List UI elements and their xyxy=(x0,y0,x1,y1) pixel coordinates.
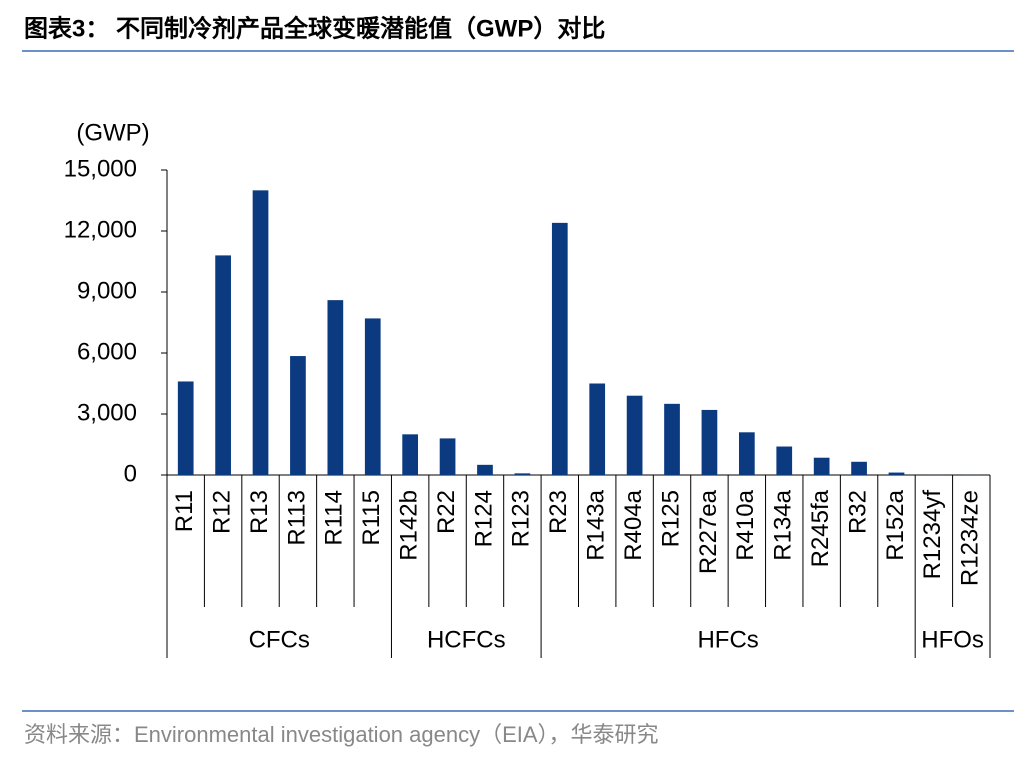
x-tick-label: R13 xyxy=(246,490,273,534)
x-tick-label: R23 xyxy=(545,490,572,534)
group-label: HCFCs xyxy=(427,626,506,653)
y-tick-label: 12,000 xyxy=(64,216,137,243)
x-tick-label: R245fa xyxy=(807,489,834,567)
x-tick-label: R125 xyxy=(657,490,684,547)
y-tick-label: 15,000 xyxy=(64,155,137,182)
x-tick-label: R114 xyxy=(321,490,348,546)
y-tick-label: 3,000 xyxy=(77,399,137,426)
group-label: HFCs xyxy=(697,626,758,653)
bar xyxy=(327,300,343,475)
bar xyxy=(215,255,231,475)
x-tick-label: R410a xyxy=(732,489,759,560)
x-tick-label: R113 xyxy=(283,490,310,546)
bar xyxy=(402,434,418,475)
bar xyxy=(365,318,381,475)
x-tick-label: R22 xyxy=(433,490,460,534)
bar xyxy=(440,438,456,475)
y-tick-label: 9,000 xyxy=(77,277,137,304)
group-label: HFOs xyxy=(921,626,984,653)
x-tick-label: R134a xyxy=(770,489,797,560)
bar xyxy=(589,384,605,476)
bar xyxy=(290,356,306,475)
bar xyxy=(477,465,493,475)
x-tick-label: R1234yf xyxy=(919,490,946,580)
x-tick-label: R143a xyxy=(583,489,610,560)
x-tick-label: R123 xyxy=(508,490,535,547)
y-tick-label: 6,000 xyxy=(77,338,137,365)
bar xyxy=(739,432,755,475)
source-note: 资料来源：Environmental investigation agency（… xyxy=(24,722,659,747)
bar xyxy=(627,396,643,475)
x-tick-label: R404a xyxy=(620,489,647,560)
bar xyxy=(552,223,568,475)
y-axis-label: (GWP) xyxy=(76,119,149,146)
bar xyxy=(178,381,194,475)
x-tick-label: R124 xyxy=(470,490,497,547)
group-label: CFCs xyxy=(249,626,310,653)
bar xyxy=(851,462,867,475)
bar xyxy=(814,458,830,475)
x-tick-label: R11 xyxy=(171,490,198,532)
x-tick-label: R115 xyxy=(358,490,385,546)
bar xyxy=(776,447,792,475)
chart-title: 图表3： 不同制冷剂产品全球变暖潜能值（GWP）对比 xyxy=(24,14,605,42)
x-tick-label: R142b xyxy=(396,490,423,561)
bar xyxy=(253,190,269,475)
bar xyxy=(664,404,680,475)
x-tick-label: R1234ze xyxy=(957,490,984,586)
x-tick-label: R12 xyxy=(208,490,235,534)
x-tick-label: R152a xyxy=(882,489,909,560)
x-tick-label: R32 xyxy=(844,490,871,534)
bar xyxy=(702,410,718,475)
bar xyxy=(515,473,531,475)
x-tick-label: R227ea xyxy=(695,489,722,574)
bar xyxy=(889,473,905,475)
y-tick-label: 0 xyxy=(124,460,137,487)
